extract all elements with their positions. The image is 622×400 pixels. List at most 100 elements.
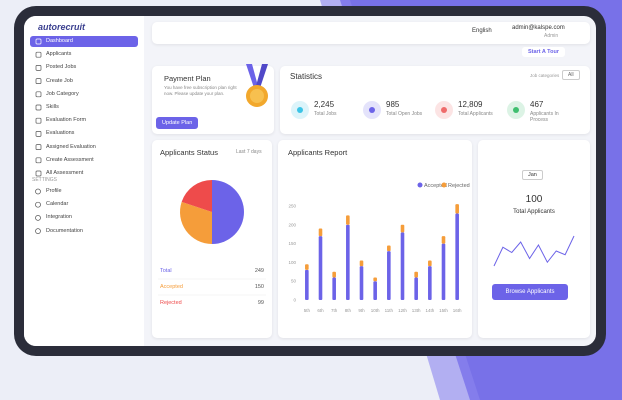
x-tick-label: 14th xyxy=(425,308,434,313)
bar xyxy=(318,236,323,300)
menu-icon xyxy=(35,157,42,164)
menu-item[interactable]: Create Job xyxy=(46,77,73,84)
applicants-report-card xyxy=(278,140,472,338)
legend-dot xyxy=(441,182,447,188)
stat-label: Applicants In Process xyxy=(530,111,559,123)
bar xyxy=(305,269,309,300)
y-tick-label: 50 xyxy=(291,279,297,284)
legend-dot xyxy=(417,182,423,188)
menu-active-bg xyxy=(30,36,138,47)
x-tick-label: 15th xyxy=(439,308,448,313)
x-tick-label: 10th xyxy=(371,308,380,313)
menu-item[interactable]: Job Category xyxy=(46,90,79,97)
bar xyxy=(346,215,350,225)
menu-item[interactable]: Integration xyxy=(46,214,72,221)
browse-button[interactable]: Browse Applicants xyxy=(492,284,568,300)
stat-label: Total Open Jobs xyxy=(386,111,423,117)
menu-icon xyxy=(35,215,41,221)
bar xyxy=(373,277,377,282)
menu-icon xyxy=(35,91,42,98)
bar xyxy=(332,271,336,278)
legend-label: Rejected xyxy=(448,183,470,189)
status-label: Accepted xyxy=(160,284,183,290)
update-plan-button[interactable]: Update Plan xyxy=(156,117,199,129)
x-tick-label: 13th xyxy=(412,308,421,313)
bar xyxy=(373,281,377,300)
status-period: Last 7 days xyxy=(236,149,262,155)
menu-item[interactable]: Calendar xyxy=(46,201,69,208)
menu-item[interactable]: Documentation xyxy=(46,227,83,234)
month-select[interactable]: Jan xyxy=(522,170,543,180)
y-tick-label: 100 xyxy=(288,260,296,265)
x-tick-label: 7th xyxy=(331,308,338,313)
bar xyxy=(387,245,391,252)
total-label: Total Applicants xyxy=(513,209,555,215)
menu-icon xyxy=(35,117,42,124)
bar xyxy=(455,204,459,214)
tour-button[interactable]: Start A Tour xyxy=(522,47,565,57)
logo: autorecruit xyxy=(38,22,86,32)
status-value: 150 xyxy=(254,284,264,290)
x-tick-label: 6th xyxy=(317,308,324,313)
pie-slice xyxy=(212,180,244,244)
screen: autorecruit SETTINGS English admin@kalsp… xyxy=(24,16,596,346)
stat-label: Total Applicants xyxy=(458,111,493,117)
filter-select[interactable]: All xyxy=(562,70,580,80)
y-tick-label: 200 xyxy=(288,222,296,227)
stat-label: Total Jobs xyxy=(314,111,337,117)
filter-label: Job categories xyxy=(530,73,560,78)
menu-item[interactable]: Evaluation Form xyxy=(46,117,87,124)
menu-item[interactable]: Dashboard xyxy=(46,38,73,44)
menu-item[interactable]: Assigned Evaluation xyxy=(46,143,96,150)
language[interactable]: English xyxy=(472,28,492,34)
status-title: Applicants Status xyxy=(160,148,218,157)
menu-item[interactable]: Create Assessment xyxy=(46,156,94,163)
header-bar xyxy=(152,22,590,44)
stat-icon-dot xyxy=(513,107,519,113)
bar xyxy=(318,228,323,237)
menu-icon xyxy=(35,170,42,177)
stat-value: 2,245 xyxy=(314,100,335,109)
user-email[interactable]: admin@kalspe.com xyxy=(512,25,565,31)
status-label: Total xyxy=(160,268,172,274)
bar xyxy=(414,277,418,300)
sidebar xyxy=(24,16,144,346)
bar xyxy=(441,243,446,300)
settings-heading: SETTINGS xyxy=(32,177,58,183)
menu-item[interactable]: Profile xyxy=(46,188,62,194)
bar xyxy=(414,271,418,278)
total-applicants-card xyxy=(478,140,590,338)
medal xyxy=(246,64,268,107)
bar xyxy=(359,266,364,300)
bar xyxy=(400,232,405,300)
menu-item[interactable]: Skills xyxy=(46,104,59,110)
bar xyxy=(428,266,432,300)
user-role: Admin xyxy=(544,33,559,39)
sparkline xyxy=(493,235,575,267)
menu-icon xyxy=(35,51,42,58)
stat-icon-dot xyxy=(441,107,447,113)
menu-icon xyxy=(35,228,41,234)
bar xyxy=(346,224,350,300)
report-title: Applicants Report xyxy=(288,148,348,157)
x-tick-label: 5th xyxy=(304,308,311,313)
bar xyxy=(332,277,336,300)
bar xyxy=(387,251,391,300)
menu-item[interactable]: Evaluations xyxy=(46,130,75,137)
menu-icon xyxy=(35,201,41,208)
status-value: 249 xyxy=(254,268,264,274)
y-tick-label: 150 xyxy=(288,241,296,246)
payment-title: Payment Plan xyxy=(164,74,211,83)
menu-item[interactable]: Posted Jobs xyxy=(46,64,77,71)
bar xyxy=(359,260,364,267)
x-tick-label: 8th xyxy=(345,308,352,313)
menu-item[interactable]: Applicants xyxy=(46,51,72,58)
stat-icon-dot xyxy=(369,107,375,113)
bar xyxy=(400,224,405,233)
menu-item[interactable]: All Assessment xyxy=(46,170,84,176)
stat-value: 467 xyxy=(530,100,544,109)
stat-value: 985 xyxy=(386,100,400,109)
stat-icon-dot xyxy=(297,107,303,113)
